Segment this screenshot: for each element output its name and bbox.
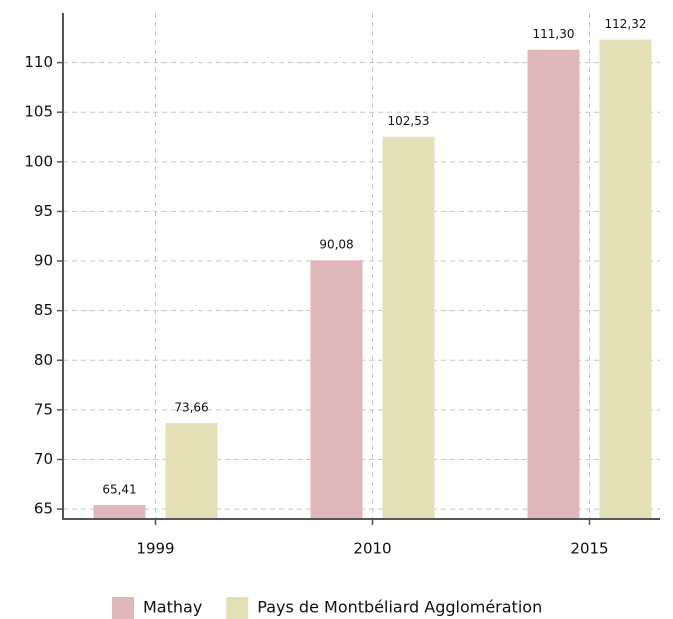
bar-layer [93, 39, 652, 519]
bar [527, 49, 580, 519]
value-label: 90,08 [319, 238, 353, 252]
value-label: 111,30 [533, 27, 575, 41]
x-tick-label: 2010 [353, 540, 391, 558]
legend-label: Mathay [143, 598, 202, 617]
legend-swatch [226, 597, 249, 619]
value-label: 65,41 [102, 483, 136, 497]
y-tick-label: 75 [34, 400, 53, 418]
value-label: 73,66 [174, 401, 208, 415]
legend-label: Pays de Montbéliard Agglomération [257, 598, 542, 617]
bar [599, 39, 652, 519]
bar [382, 136, 435, 519]
label-layer: 65 70 75 80 85 90 95 100 105 110 1999 65,41 73,66 201… [24, 17, 647, 619]
y-tick-label: 105 [24, 103, 53, 121]
x-tick-label: 2015 [570, 540, 608, 558]
y-tick-label: 95 [34, 202, 53, 220]
y-tick-label: 100 [24, 152, 53, 170]
y-tick-label: 90 [34, 252, 53, 270]
x-tick-label: 1999 [136, 540, 174, 558]
value-label: 112,32 [605, 17, 647, 31]
y-tick-label: 80 [34, 351, 53, 369]
y-tick-label: 110 [24, 53, 53, 71]
bar [93, 505, 146, 519]
y-tick-label: 65 [34, 500, 53, 518]
legend-swatch [112, 597, 134, 619]
value-label: 102,53 [388, 114, 430, 128]
bar [165, 423, 218, 519]
bar [310, 260, 363, 519]
y-tick-label: 70 [34, 450, 53, 468]
y-tick-label: 85 [34, 301, 53, 319]
